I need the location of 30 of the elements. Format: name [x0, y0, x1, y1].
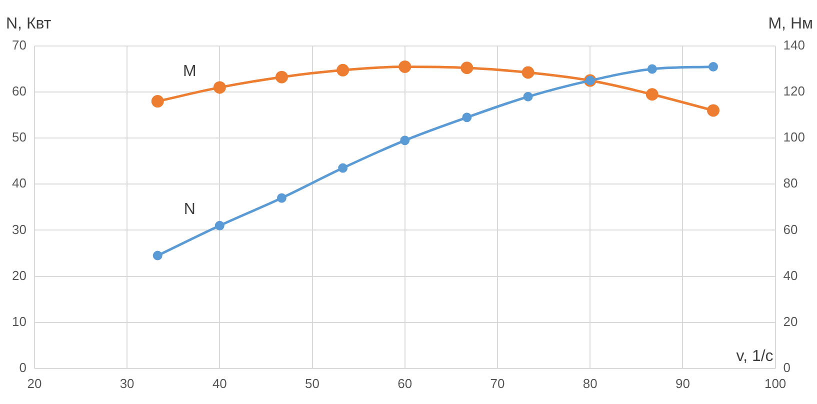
y-tick-label: 50 — [12, 130, 26, 145]
y-tick-label: 20 — [12, 268, 26, 283]
y-tick-label: 10 — [12, 314, 26, 329]
y2-tick-label: 120 — [783, 84, 806, 99]
y2-tick-label: 80 — [783, 176, 798, 191]
y2-axis-title: M, Нм — [768, 15, 813, 32]
x-tick-label: 100 — [764, 376, 786, 391]
y-tick-label: 0 — [19, 360, 26, 375]
x-tick-label: 80 — [582, 376, 598, 391]
x-axis-title: v, 1/c — [736, 348, 774, 365]
y2-tick-label: 60 — [783, 222, 798, 237]
y-tick-label: 70 — [12, 38, 26, 53]
x-tick-label: 20 — [27, 376, 42, 391]
y-tick-label: 40 — [12, 176, 26, 191]
y2-tick-label: 140 — [783, 38, 806, 53]
y-axis-title: N, Квт — [6, 15, 52, 32]
x-tick-label: 50 — [305, 376, 320, 391]
y2-tick-label: 100 — [783, 130, 806, 145]
y-tick-label: 60 — [12, 84, 26, 99]
y2-tick-label: 0 — [783, 360, 791, 375]
series-label: N — [184, 201, 196, 218]
x-tick-label: 30 — [120, 376, 134, 391]
y-tick-label: 30 — [12, 222, 26, 237]
x-tick-label: 60 — [398, 376, 412, 391]
x-tick-label: 90 — [675, 376, 690, 391]
y2-tick-label: 20 — [783, 314, 798, 329]
y2-tick-label: 40 — [783, 268, 798, 283]
x-tick-label: 70 — [490, 376, 505, 391]
x-tick-label: 40 — [212, 376, 227, 391]
series-label: M — [183, 62, 196, 80]
